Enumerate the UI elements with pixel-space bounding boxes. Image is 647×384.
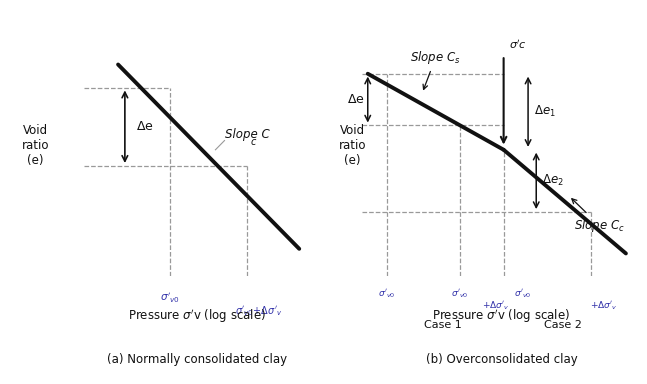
Text: $+\Delta\sigma'_{v}$: $+\Delta\sigma'_{v}$: [481, 300, 509, 312]
Text: $\Delta e_1$: $\Delta e_1$: [534, 104, 555, 119]
Text: $\sigma'_{v0}$: $\sigma'_{v0}$: [514, 288, 531, 301]
Text: Void
ratio
(e): Void ratio (e): [339, 124, 366, 167]
Text: $\sigma'_{v0}$: $\sigma'_{v0}$: [452, 288, 469, 301]
Text: c: c: [250, 137, 256, 147]
Text: Pressure $\sigma'$v (log scale): Pressure $\sigma'$v (log scale): [432, 307, 571, 325]
Text: $\sigma'_{v0}$: $\sigma'_{v0}$: [160, 290, 180, 305]
Text: $\Delta e_2$: $\Delta e_2$: [542, 173, 564, 189]
Text: (b) Overconsolidated clay: (b) Overconsolidated clay: [426, 353, 577, 366]
Text: (a) Normally consolidated clay: (a) Normally consolidated clay: [107, 353, 287, 366]
Text: Case 1: Case 1: [424, 320, 461, 330]
Text: Slope C: Slope C: [225, 127, 269, 141]
Text: $+\Delta\sigma'_{v}$: $+\Delta\sigma'_{v}$: [590, 300, 618, 312]
Text: $\sigma'_{v0}$: $\sigma'_{v0}$: [378, 288, 395, 301]
Text: Slope C$_c$: Slope C$_c$: [572, 199, 626, 234]
Text: Void
ratio
(e): Void ratio (e): [22, 124, 49, 167]
Text: $\sigma'_{v0}$$+\Delta\sigma'_{v}$: $\sigma'_{v0}$$+\Delta\sigma'_{v}$: [235, 304, 282, 318]
Text: $\Delta$e: $\Delta$e: [347, 93, 365, 106]
Text: Case 2: Case 2: [545, 320, 582, 330]
Text: $\Delta$e: $\Delta$e: [136, 120, 154, 133]
Text: Slope C$_s$: Slope C$_s$: [410, 49, 461, 89]
Text: Pressure $\sigma'$v (log scale): Pressure $\sigma'$v (log scale): [128, 307, 267, 325]
Text: $\sigma'c$: $\sigma'c$: [509, 38, 527, 51]
